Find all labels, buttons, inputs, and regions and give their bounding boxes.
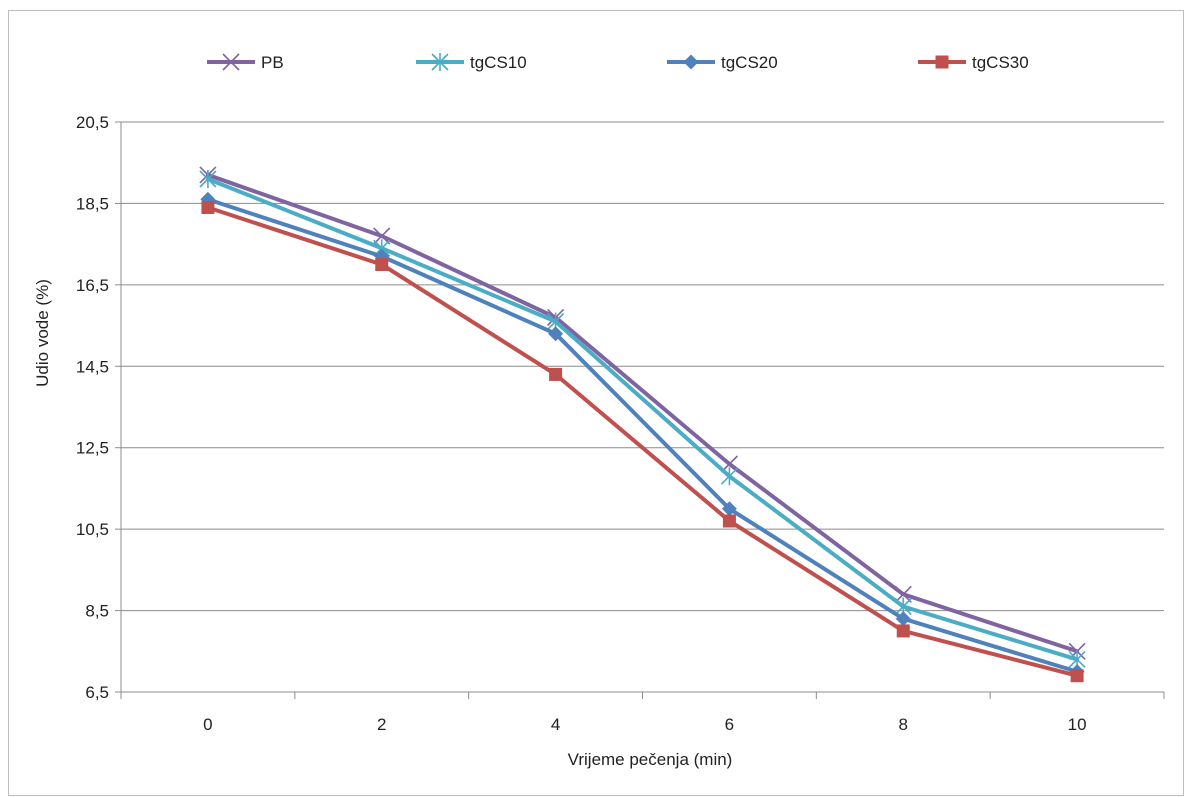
diamond-marker xyxy=(721,501,737,517)
series-line xyxy=(205,205,1080,678)
y-tick-label: 12,5 xyxy=(76,439,109,458)
x-tick-label: 0 xyxy=(203,715,212,734)
series-tgCS30 xyxy=(201,201,1084,683)
series-tgCS20 xyxy=(200,191,1085,680)
star-marker xyxy=(199,170,217,188)
series-line xyxy=(205,197,1080,674)
y-tick-label: 8,5 xyxy=(85,602,109,621)
x-tick-label: 8 xyxy=(899,715,908,734)
diamond-marker xyxy=(895,611,911,627)
square-marker xyxy=(201,201,215,214)
series-lines xyxy=(199,166,1086,683)
square-marker xyxy=(1070,669,1084,683)
chart-frame xyxy=(8,10,1184,796)
x-axis-title: Vrijeme pečenja (min) xyxy=(568,750,733,769)
legend-label: tgCS10 xyxy=(470,53,527,72)
x-tick-label: 6 xyxy=(725,715,734,734)
x-marker xyxy=(222,53,240,71)
grid-lines xyxy=(121,121,1164,612)
legend-label: tgCS20 xyxy=(721,53,778,72)
star-marker xyxy=(431,53,449,71)
legend-label: PB xyxy=(261,53,284,72)
x-tick-label: 2 xyxy=(377,715,386,734)
y-tick-label: 6,5 xyxy=(85,683,109,702)
legend-entry-tgCS20: tgCS20 xyxy=(667,53,778,72)
y-tick-label: 10,5 xyxy=(76,520,109,539)
square-marker xyxy=(935,55,949,69)
square-marker xyxy=(549,367,563,381)
square-marker xyxy=(375,258,389,271)
y-tick-label: 18,5 xyxy=(76,194,109,213)
legend-entry-tgCS30: tgCS30 xyxy=(918,53,1029,72)
x-marker xyxy=(373,227,391,245)
series-line xyxy=(205,177,1080,662)
x-tick-label: 10 xyxy=(1068,715,1087,734)
square-marker xyxy=(722,514,736,528)
legend: PB tgCS10 tgCS20 tgCS30 xyxy=(207,53,1029,72)
x-tick-label: 4 xyxy=(551,715,560,734)
y-tick-label: 20,5 xyxy=(76,113,109,132)
y-tick-label: 14,5 xyxy=(76,357,109,376)
star-marker xyxy=(720,467,738,486)
legend-entry-tgCS10: tgCS10 xyxy=(416,53,527,72)
legend-entry-PB: PB xyxy=(207,53,284,72)
y-tick-label: 16,5 xyxy=(76,276,109,295)
axes: 6,5 8,5 10,5 12,5 14,5 16,5 18,5 20,5 0 2 4 6 8 10 xyxy=(76,113,1165,734)
y-axis-title: Udio vode (%) xyxy=(33,279,52,387)
diamond-marker xyxy=(683,54,699,70)
x-marker xyxy=(894,585,912,603)
legend-label: tgCS30 xyxy=(972,53,1029,72)
series-line xyxy=(205,172,1080,654)
square-marker xyxy=(896,624,910,638)
diamond-marker xyxy=(548,326,564,342)
